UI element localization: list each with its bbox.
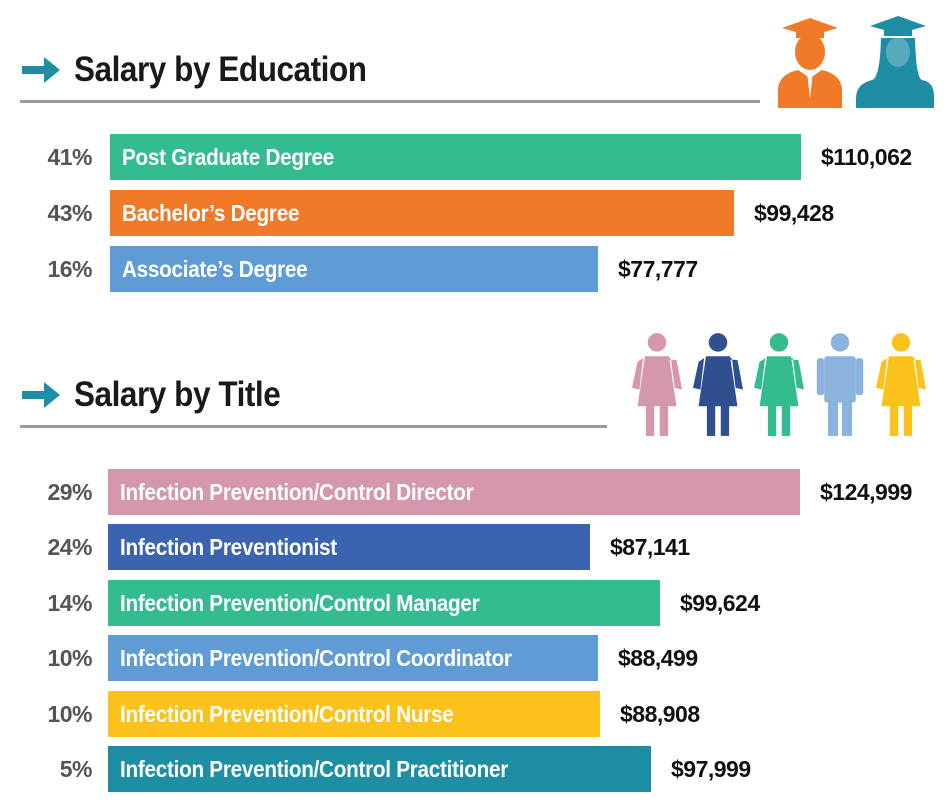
share-label: 5% bbox=[59, 756, 93, 782]
title-header: Salary by Title bbox=[22, 375, 303, 415]
category-label: Associate’s Degree bbox=[122, 256, 308, 282]
share-label: 29% bbox=[47, 479, 92, 505]
bar: Infection Prevention/Control Coordinator bbox=[108, 635, 598, 681]
people-icons bbox=[632, 328, 926, 442]
woman-icon bbox=[693, 333, 743, 436]
bar: Post Graduate Degree bbox=[110, 134, 801, 180]
category-label: Infection Preventionist bbox=[120, 534, 337, 560]
category-label: Infection Prevention/Control Director bbox=[120, 479, 474, 505]
value-label: $88,499 bbox=[618, 645, 698, 671]
category-label: Infection Prevention/Control Manager bbox=[120, 590, 480, 616]
graduates-icon bbox=[778, 16, 934, 108]
share-label: 10% bbox=[47, 701, 92, 727]
education-title: Salary by Education bbox=[74, 50, 367, 89]
category-label: Infection Prevention/Control Nurse bbox=[120, 701, 454, 727]
value-label: $87,141 bbox=[610, 534, 690, 560]
value-label: $110,062 bbox=[821, 144, 912, 170]
woman-icon bbox=[754, 333, 804, 436]
value-label: $124,999 bbox=[820, 479, 912, 505]
share-label: 10% bbox=[47, 645, 92, 671]
education-header: Salary by Education bbox=[22, 50, 399, 90]
value-label: $97,999 bbox=[671, 756, 751, 782]
share-label: 16% bbox=[47, 256, 92, 282]
arrow-right-icon bbox=[22, 57, 60, 83]
share-label: 41% bbox=[47, 144, 92, 170]
share-label: 43% bbox=[47, 200, 92, 226]
arrow-right-icon bbox=[22, 382, 60, 408]
category-label: Infection Prevention/Control Coordinator bbox=[120, 645, 512, 671]
bar: Infection Prevention/Control Nurse bbox=[108, 691, 600, 737]
divider bbox=[20, 100, 760, 103]
category-label: Post Graduate Degree bbox=[122, 144, 335, 170]
value-label: $99,624 bbox=[680, 590, 760, 616]
value-label: $99,428 bbox=[754, 200, 834, 226]
category-label: Bachelor’s Degree bbox=[122, 200, 300, 226]
value-label: $88,908 bbox=[620, 701, 700, 727]
bar: Bachelor’s Degree bbox=[110, 190, 734, 236]
share-label: 24% bbox=[47, 534, 92, 560]
woman-icon bbox=[632, 333, 682, 436]
woman-icon bbox=[876, 333, 926, 436]
divider bbox=[20, 425, 607, 428]
share-label: 14% bbox=[47, 590, 92, 616]
bar: Infection Preventionist bbox=[108, 524, 590, 570]
category-label: Infection Prevention/Control Practitione… bbox=[120, 756, 509, 782]
bar: Associate’s Degree bbox=[110, 246, 598, 292]
man-icon bbox=[816, 333, 864, 436]
title-chart-title: Salary by Title bbox=[74, 375, 281, 414]
bar: Infection Prevention/Control Manager bbox=[108, 580, 660, 626]
value-label: $77,777 bbox=[618, 256, 698, 282]
bar: Infection Prevention/Control Director bbox=[108, 469, 800, 515]
bar: Infection Prevention/Control Practitione… bbox=[108, 746, 651, 792]
